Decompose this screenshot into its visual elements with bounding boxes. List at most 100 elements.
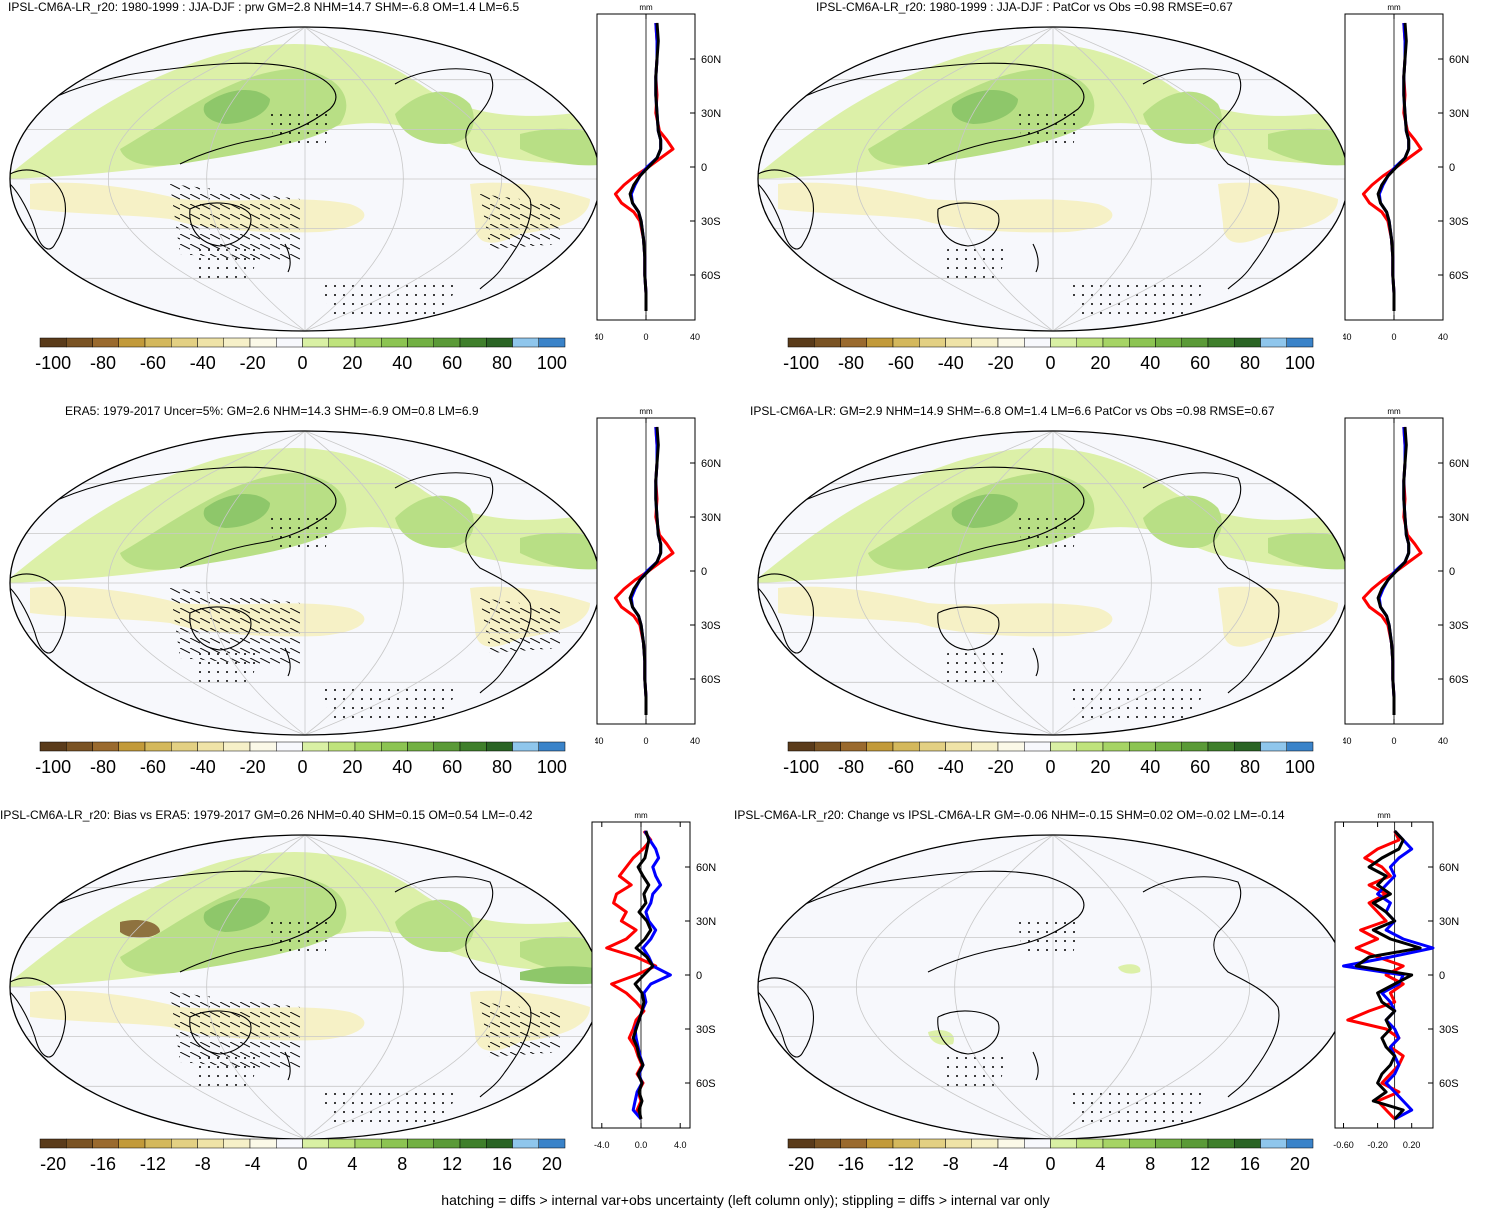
map-plot [9, 26, 601, 332]
colorbar-label: 20 [1290, 1154, 1310, 1174]
profile-ytick-label: 30N [701, 108, 721, 120]
profile-xtick-label: -40 [595, 736, 604, 746]
colorbar-swatch [276, 337, 303, 348]
profile-ytick-label: 60S [1449, 674, 1469, 686]
colorbar-label: 8 [397, 1154, 407, 1174]
colorbar-swatch [1181, 741, 1209, 752]
colorbar-swatch [997, 741, 1025, 752]
profile-ytick-label: 60N [1439, 862, 1459, 874]
colorbar-label: 40 [1140, 353, 1160, 373]
colorbar-swatch [302, 337, 329, 348]
map-hatching [480, 194, 560, 249]
colorbar-swatch [1076, 741, 1104, 752]
panel-a: IPSL-CM6A-LR_r20: 1980-1999 : JJA-DJF : … [0, 0, 745, 395]
colorbar-swatch [1129, 1138, 1156, 1149]
colorbar-label: 100 [1285, 757, 1315, 777]
panel-title: ERA5: 1979-2017 Uncer=5%: GM=2.6 NHM=14.… [65, 404, 479, 418]
profile-ytick-label: 30S [1449, 620, 1469, 632]
profile-ytick-label: 30N [696, 916, 716, 928]
colorbar-swatch [919, 1138, 946, 1149]
map-coastline [189, 1010, 252, 1055]
map-coastline [787, 466, 1085, 569]
map-plot [9, 430, 601, 736]
colorbar-label: 60 [1190, 353, 1210, 373]
colorbar-swatch [1129, 741, 1156, 752]
colorbar-swatch [945, 337, 972, 348]
panel-c: ERA5: 1979-2017 Uncer=5%: GM=2.6 NHM=14.… [0, 404, 745, 799]
profile-xtick-label: 0 [1391, 736, 1396, 746]
map-plot [9, 834, 601, 1140]
profile-unit-label: mm [1377, 811, 1391, 820]
map-coastline [1142, 472, 1280, 694]
profile-ytick-label: 30N [1449, 512, 1469, 524]
colorbar-swatch [66, 337, 93, 348]
colorbar: -100 -80 -60 -40 -20 0 20 40 60 80 100 [35, 741, 567, 777]
colorbar-swatch [787, 741, 815, 752]
map-graticule [10, 431, 600, 735]
colorbar-swatch [118, 741, 146, 752]
zonal-mean-profile: mm -40 0 40 60N 30N 0 30S 60S [1343, 3, 1469, 342]
colorbar-swatch [538, 337, 566, 348]
map-region-china [203, 89, 270, 124]
colorbar-label: 20 [342, 353, 362, 373]
colorbar-swatch [919, 741, 946, 752]
colorbar-swatch [1260, 1138, 1287, 1149]
map-stippling [320, 683, 460, 718]
colorbar-swatch [249, 337, 277, 348]
colorbar-label: -60 [140, 757, 166, 777]
map-graticule [758, 431, 1348, 735]
map-coastline [39, 62, 337, 165]
map-region-australia-change [928, 1030, 954, 1046]
profile-ytick-label: 60S [1439, 1078, 1459, 1090]
panel-b: IPSL-CM6A-LR_r20: 1980-1999 : JJA-DJF : … [748, 0, 1491, 395]
colorbar-swatch [354, 741, 382, 752]
colorbar: -20 -16 -12 -8 -4 0 4 8 12 16 20 [787, 1138, 1314, 1174]
profile-ytick-label: 0 [696, 970, 702, 982]
map-hatching [480, 1002, 560, 1057]
colorbar-swatch [118, 337, 146, 348]
map-region-atlantic [1268, 532, 1348, 570]
colorbar-swatch [381, 1138, 408, 1149]
map-field [758, 835, 1348, 1139]
map-coastline [1142, 68, 1280, 290]
colorbar-label: 80 [492, 353, 512, 373]
panel-d: IPSL-CM6A-LR: GM=2.9 NHM=14.9 SHM=-6.8 O… [748, 404, 1491, 799]
colorbar-swatch [866, 741, 894, 752]
profile-unit-label: mm [639, 3, 653, 12]
colorbar-swatch [840, 741, 867, 752]
colorbar-label: -40 [938, 353, 964, 373]
profile-xtick-label: 0 [1391, 332, 1396, 342]
colorbar-swatch [223, 1138, 251, 1149]
map-coastline [1142, 876, 1280, 1098]
colorbar-swatch [866, 1138, 894, 1149]
colorbar-label: -60 [888, 353, 914, 373]
colorbar-label: 0 [297, 757, 307, 777]
colorbar-swatch [814, 741, 841, 752]
map-stippling [195, 244, 260, 284]
profile-line-obs [628, 426, 663, 715]
map-coastline [394, 68, 532, 290]
profile-xtick-label: 0.0 [635, 1140, 648, 1150]
panel-e: IPSL-CM6A-LR_r20: Bias vs ERA5: 1979-201… [0, 808, 745, 1188]
map-graticule [758, 27, 1348, 331]
colorbar-swatch [171, 337, 198, 348]
colorbar-label: 12 [442, 1154, 462, 1174]
map-region-china [203, 493, 270, 528]
colorbar-swatch [512, 741, 539, 752]
map-coastline [39, 466, 337, 569]
colorbar-swatch [354, 1138, 382, 1149]
profile-ytick-label: 60N [701, 458, 721, 470]
colorbar-swatch [144, 337, 172, 348]
map-coastline [10, 169, 66, 250]
colorbar-label: 16 [1240, 1154, 1260, 1174]
colorbar-label: -16 [90, 1154, 116, 1174]
colorbar-label: -20 [240, 353, 266, 373]
colorbar-swatch [328, 337, 356, 348]
colorbar-swatch [538, 1138, 566, 1149]
map-coastline [394, 876, 532, 1098]
profile-ytick-label: 0 [1449, 566, 1455, 578]
map-coastline [189, 202, 252, 247]
colorbar-label: 40 [392, 757, 412, 777]
colorbar-swatch [1076, 337, 1104, 348]
profile-xtick-label: -0.20 [1367, 1140, 1388, 1150]
